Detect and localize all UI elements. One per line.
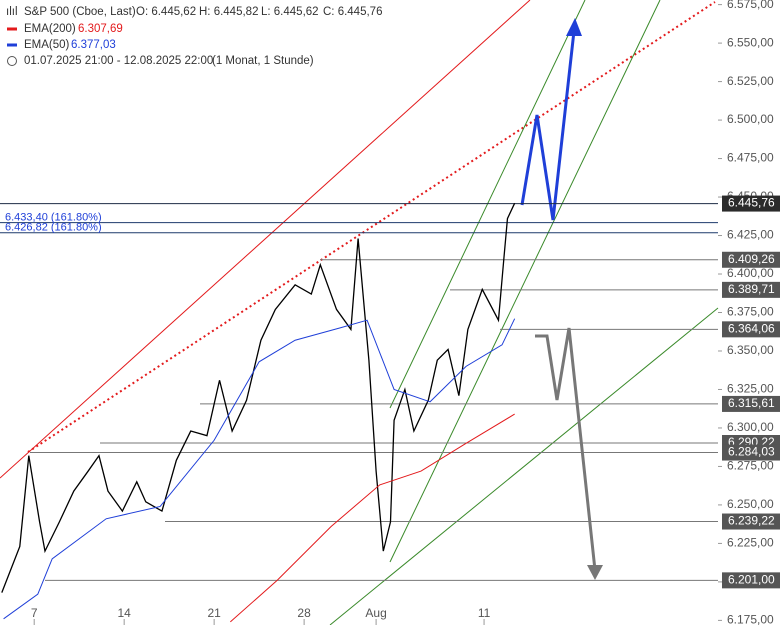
y-tick-label: 6.425,00: [727, 228, 774, 242]
series-line: [230, 413, 515, 623]
x-tick-label: 11: [478, 606, 491, 620]
arrow-head: [566, 18, 582, 36]
bear-projection: [535, 327, 597, 571]
level-label: 6.389,71: [728, 282, 775, 296]
y-tick-label: 6.250,00: [727, 497, 774, 511]
level-label: 6.201,00: [728, 573, 775, 587]
level-label: 6.364,06: [728, 322, 775, 336]
level-box: [722, 321, 780, 338]
y-tick-label: 6.350,00: [727, 343, 774, 357]
level-box: [722, 195, 780, 212]
fib-label: 6.433,40 (161.80%): [5, 212, 102, 224]
green-support-line: [329, 307, 719, 625]
y-tick-label: 6.225,00: [727, 536, 774, 550]
level-box: [722, 281, 780, 298]
y-tick-label: 6.175,00: [727, 613, 774, 625]
levels: 6.433,40 (161.80%)6.426,82 (161.80%): [0, 203, 718, 581]
y-tick-label: 6.475,00: [727, 151, 774, 165]
level-box: [722, 572, 780, 589]
x-tick-label: 14: [117, 606, 131, 620]
bull-projection: [520, 21, 577, 221]
series-line: [1, 202, 516, 593]
y-tick-label: 6.325,00: [727, 382, 774, 396]
y-axis: 6.575,00 6.550,00 6.525,00 6.500,00 6.475,00…: [31, 0, 780, 625]
level-box: [722, 395, 780, 412]
legend-value: 6.307,69: [78, 23, 123, 35]
level-label: 6.409,26: [728, 252, 775, 266]
ohlc-low: L: 6.445,62: [261, 6, 319, 18]
clock-icon: [7, 56, 17, 66]
ohlc-high: H: 6.445,82: [199, 6, 258, 18]
header: ılıl S&P 500 (Cboe, Last) O: 6.445,62 H:…: [6, 6, 382, 67]
legend-label: EMA(50): [24, 39, 70, 51]
series-line: [3, 318, 516, 620]
legend-value: 6.377,03: [71, 39, 116, 51]
y-tick-label: 6.275,00: [727, 459, 774, 473]
level-label: 6.315,61: [728, 396, 775, 410]
y-tick-label: 6.525,00: [727, 74, 774, 88]
level-box: [722, 513, 780, 530]
title: S&P 500 (Cboe, Last): [24, 6, 136, 18]
ohlc-close: C: 6.445,76: [323, 6, 382, 18]
y-tick-label: 6.550,00: [727, 35, 774, 49]
y-tick-label: 6.300,00: [727, 420, 774, 434]
date-range: 01.07.2025 21:00 - 12.08.2025 22:00: [24, 55, 213, 67]
plot: [1, 202, 516, 623]
x-tick-label: Aug: [365, 606, 386, 620]
red-dotted-line: [27, 1, 716, 453]
level-label: 6.284,03: [728, 445, 775, 459]
x-tick-label: 21: [207, 606, 221, 620]
y-tick-label: 6.575,00: [727, 0, 774, 11]
y-tick-label: 6.400,00: [727, 266, 774, 280]
level-label: 6.239,22: [728, 514, 775, 528]
y-tick-label: 6.375,00: [727, 305, 774, 319]
green-channel-line: [389, 0, 661, 563]
red-channel-line: [0, 0, 531, 479]
icon: ılıl: [6, 6, 18, 18]
legend-label: EMA(200): [24, 23, 76, 35]
level-box: [722, 251, 780, 268]
x-tick-label: 28: [297, 606, 311, 620]
x-tick-label: 7: [31, 606, 38, 620]
ohlc-open: O: 6.445,62: [136, 6, 196, 18]
level-label: 6.445,76: [728, 196, 775, 210]
level-box: [722, 444, 780, 461]
y-tick-label: 6.500,00: [727, 112, 774, 126]
interval: (1 Monat, 1 Stunde): [212, 55, 314, 67]
fib-label: 6.426,82 (161.80%): [5, 222, 102, 234]
arrow-head: [587, 565, 603, 580]
